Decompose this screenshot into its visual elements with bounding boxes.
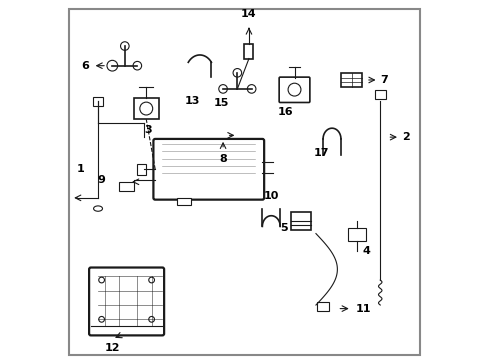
FancyBboxPatch shape (89, 267, 164, 336)
Bar (176, 198, 190, 205)
Text: 6: 6 (81, 61, 89, 71)
Circle shape (140, 102, 152, 115)
Circle shape (218, 85, 227, 93)
Text: 12: 12 (104, 342, 120, 352)
Circle shape (133, 62, 142, 70)
Circle shape (121, 42, 129, 50)
Text: 13: 13 (184, 96, 200, 107)
Text: 2: 2 (401, 132, 408, 142)
Bar (340, 73, 362, 87)
Circle shape (233, 68, 241, 77)
Bar (290, 212, 310, 230)
Text: 14: 14 (241, 9, 256, 19)
FancyBboxPatch shape (279, 77, 309, 103)
Text: 7: 7 (380, 75, 387, 85)
FancyBboxPatch shape (153, 139, 264, 200)
Circle shape (287, 83, 300, 96)
Bar (244, 44, 253, 59)
Text: 15: 15 (213, 98, 228, 108)
Circle shape (148, 277, 154, 283)
Bar (347, 228, 365, 241)
Bar (119, 182, 134, 191)
Text: 17: 17 (313, 148, 328, 158)
Circle shape (107, 60, 118, 71)
Circle shape (99, 277, 104, 283)
Text: 8: 8 (219, 154, 226, 163)
Bar (316, 302, 328, 311)
Circle shape (148, 316, 154, 322)
Ellipse shape (93, 206, 102, 211)
Bar (134, 98, 159, 119)
Bar (93, 97, 103, 106)
Circle shape (247, 85, 255, 93)
Text: 4: 4 (361, 247, 369, 256)
Text: 5: 5 (280, 223, 287, 233)
Bar (137, 164, 146, 175)
Text: 1: 1 (76, 164, 84, 174)
Text: 10: 10 (263, 192, 279, 202)
Circle shape (99, 316, 104, 322)
Text: 16: 16 (277, 107, 293, 117)
Text: 3: 3 (144, 125, 152, 135)
Bar (374, 90, 385, 99)
Text: 9: 9 (98, 175, 105, 185)
Text: 11: 11 (354, 303, 370, 314)
